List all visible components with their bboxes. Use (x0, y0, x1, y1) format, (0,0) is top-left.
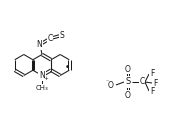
Text: O: O (108, 81, 114, 90)
Text: F: F (153, 78, 157, 87)
Text: F: F (150, 86, 154, 96)
Text: N: N (39, 71, 45, 80)
Text: •: • (65, 62, 70, 71)
Text: S: S (125, 77, 131, 86)
Text: CH₃: CH₃ (36, 85, 48, 91)
Text: C: C (47, 34, 53, 43)
Text: C: C (139, 77, 145, 86)
Text: N: N (36, 40, 42, 49)
Text: F: F (150, 70, 154, 78)
Text: O: O (125, 65, 131, 73)
Text: S: S (60, 31, 64, 40)
Text: ⁻: ⁻ (105, 81, 109, 86)
Text: O: O (125, 91, 131, 100)
Text: +: + (43, 76, 48, 81)
